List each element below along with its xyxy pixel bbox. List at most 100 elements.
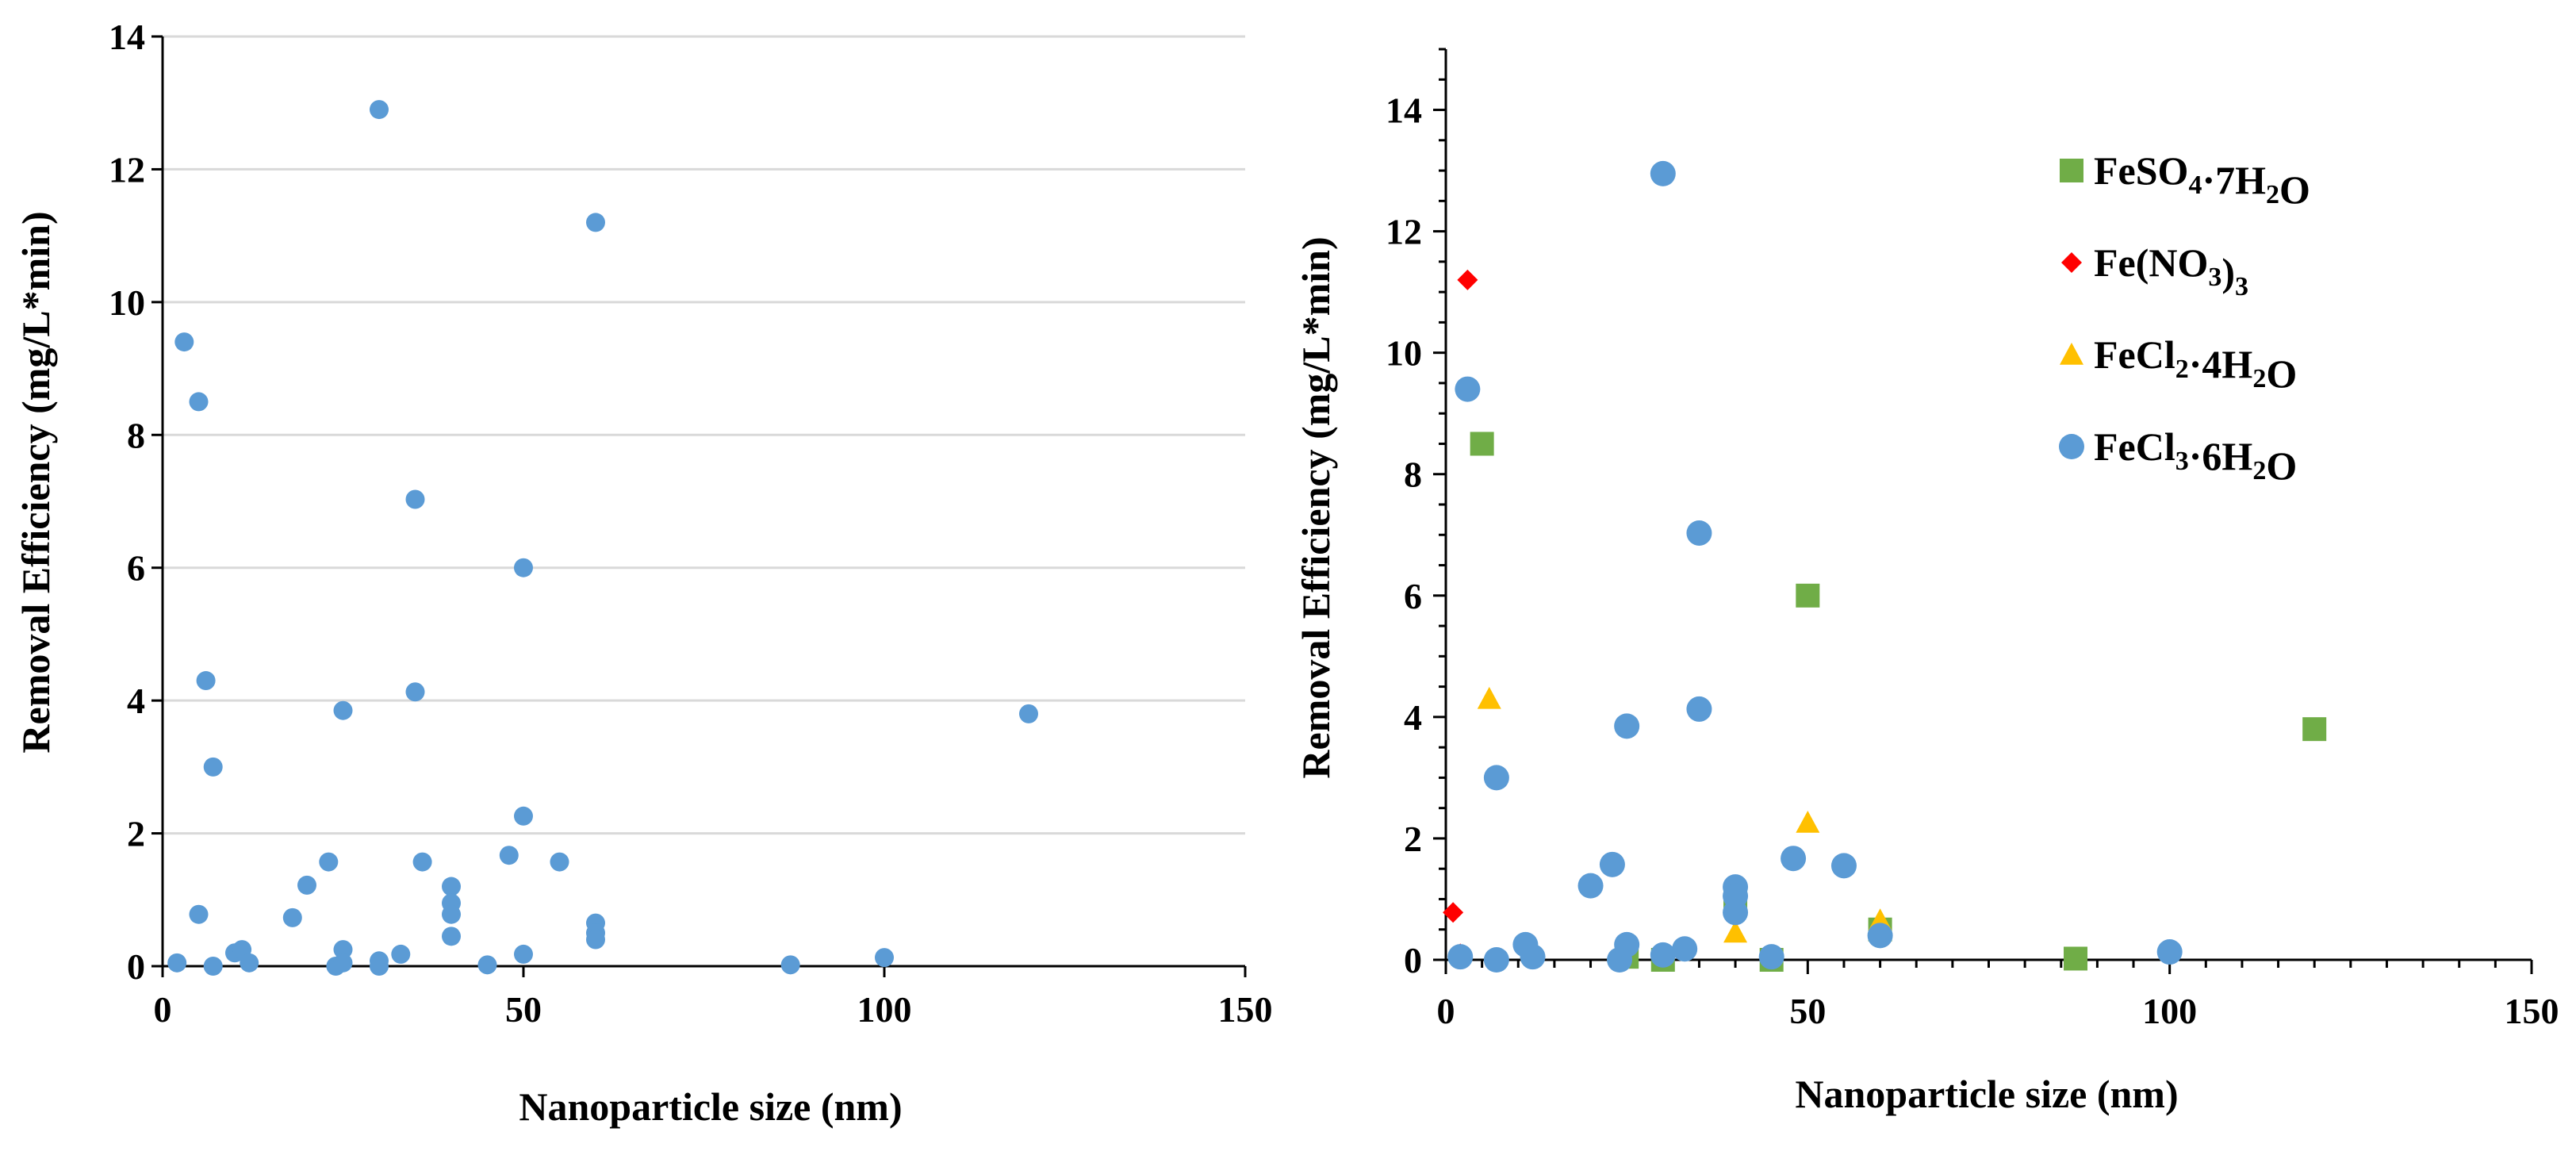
right-y-axis-title: Removal Efficiency (mg/L*min) bbox=[1294, 236, 1338, 778]
right-tick-labels: 0 2 4 6 8 10 12 14 0 50 100 150 bbox=[1386, 90, 2559, 1031]
left-data-point bbox=[203, 757, 223, 777]
left-tick-labels: 0 2 4 6 8 10 12 14 0 50 100 150 bbox=[109, 17, 1273, 1030]
right-data-points bbox=[1443, 160, 2327, 973]
right-y-tick-label: 10 bbox=[1386, 333, 1422, 374]
right-data-point-triangle-series bbox=[1477, 686, 1501, 709]
left-data-point bbox=[514, 944, 533, 964]
left-x-tick-label: 0 bbox=[154, 989, 172, 1030]
right-x-tick-label: 50 bbox=[1789, 991, 1826, 1031]
left-gridlines bbox=[163, 35, 1245, 835]
legend-marker-square bbox=[2060, 159, 2083, 182]
left-data-point bbox=[442, 927, 461, 946]
right-data-point-circle-series bbox=[1672, 936, 1698, 962]
left-y-tick-label: 10 bbox=[109, 282, 145, 323]
left-data-point bbox=[167, 953, 187, 973]
left-data-point bbox=[405, 489, 425, 509]
legend-subscript: 3 bbox=[2208, 263, 2221, 292]
left-data-point bbox=[282, 907, 302, 927]
right-data-point-circle-series bbox=[1483, 765, 1509, 791]
right-y-tick-label: 4 bbox=[1404, 697, 1422, 738]
right-data-point-circle-series bbox=[1577, 873, 1604, 899]
right-data-point-circle-series bbox=[1614, 931, 1640, 957]
right-y-tick-label: 6 bbox=[1404, 576, 1422, 616]
left-data-point bbox=[240, 953, 259, 973]
legend-marker-circle bbox=[2059, 434, 2084, 459]
left-data-point bbox=[477, 955, 497, 975]
legend-subscript: 2 bbox=[2252, 456, 2266, 485]
right-x-axis-title: Nanoparticle size (nm) bbox=[1795, 1072, 2178, 1116]
right-y-tick-label: 14 bbox=[1386, 90, 1422, 131]
legend-label: FeSO4·7H2O bbox=[2094, 148, 2310, 212]
left-data-point bbox=[780, 955, 800, 975]
right-data-point-diamond-series bbox=[1443, 902, 1464, 923]
legend-subscript: 4 bbox=[2188, 171, 2202, 200]
legend-text-part: ·7H bbox=[2202, 158, 2266, 202]
left-data-point bbox=[196, 671, 216, 691]
left-y-axis-title: Removal Efficiency (mg/L*min) bbox=[13, 211, 58, 753]
left-data-point bbox=[405, 682, 425, 702]
legend-text-part: FeCl bbox=[2094, 424, 2175, 469]
right-data-point-circle-series bbox=[1455, 376, 1481, 402]
left-x-tick-label: 100 bbox=[857, 989, 912, 1030]
right-y-tick-label: 8 bbox=[1404, 455, 1422, 495]
left-data-point bbox=[333, 940, 353, 960]
right-data-point-circle-series bbox=[1614, 713, 1640, 739]
left-data-point bbox=[391, 944, 411, 964]
right-data-point-square-series bbox=[1470, 432, 1494, 456]
left-data-point bbox=[333, 700, 353, 720]
legend-text-part: O bbox=[2266, 351, 2297, 396]
left-y-tick-label: 6 bbox=[127, 548, 145, 589]
legend-text-part: FeCl bbox=[2094, 332, 2175, 377]
right-data-point-circle-series bbox=[1723, 900, 1749, 926]
left-y-tick-label: 14 bbox=[109, 17, 145, 57]
right-data-point-square-series bbox=[2064, 946, 2088, 971]
right-data-point-circle-series bbox=[1650, 942, 1676, 968]
left-data-point bbox=[514, 806, 533, 826]
left-data-point bbox=[203, 957, 223, 976]
left-data-point bbox=[499, 846, 519, 865]
left-y-tick-label: 12 bbox=[109, 149, 145, 190]
left-data-point bbox=[319, 852, 339, 872]
legend-text-part: FeSO bbox=[2094, 148, 2188, 193]
right-data-point-circle-series bbox=[1686, 520, 1712, 546]
legend-subscript: 2 bbox=[2266, 180, 2279, 209]
right-data-point-triangle-series bbox=[1796, 811, 1820, 833]
left-data-point bbox=[550, 852, 569, 872]
right-data-point-diamond-series bbox=[1457, 269, 1478, 290]
left-data-point bbox=[174, 332, 194, 352]
legend-text-part: ·6H bbox=[2189, 434, 2253, 478]
right-data-point-circle-series bbox=[1758, 944, 1784, 970]
legend-text-part: ·4H bbox=[2189, 342, 2253, 386]
legend-label: FeCl3·6H2O bbox=[2094, 424, 2297, 488]
legend-label: FeCl2·4H2O bbox=[2094, 332, 2297, 396]
legend-marker-triangle bbox=[2060, 343, 2083, 365]
left-data-point bbox=[875, 948, 894, 968]
legend-text-part: O bbox=[2279, 167, 2310, 212]
right-x-tick-label: 100 bbox=[2142, 991, 2197, 1031]
left-data-point bbox=[586, 213, 605, 232]
right-data-point-circle-series bbox=[1447, 944, 1474, 970]
legend-subscript: 2 bbox=[2175, 355, 2189, 384]
right-data-point-circle-series bbox=[1830, 853, 1857, 879]
left-x-tick-label: 50 bbox=[505, 989, 542, 1030]
left-data-point bbox=[514, 558, 533, 577]
right-data-point-square-series bbox=[2302, 717, 2327, 742]
left-y-tick-label: 4 bbox=[127, 681, 145, 721]
right-y-tick-label: 12 bbox=[1386, 212, 1422, 252]
right-data-point-circle-series bbox=[1781, 846, 1807, 872]
right-data-point-circle-series bbox=[2156, 939, 2183, 965]
legend-subscript: 2 bbox=[2252, 364, 2266, 393]
right-data-point-square-series bbox=[1796, 583, 1820, 608]
left-data-point bbox=[370, 957, 389, 976]
right-data-point-circle-series bbox=[1686, 696, 1712, 722]
right-x-tick-label: 0 bbox=[1437, 991, 1455, 1031]
legend-label: Fe(NO3)3 bbox=[2094, 240, 2248, 301]
left-data-point bbox=[412, 852, 432, 872]
right-y-tick-label: 0 bbox=[1404, 940, 1422, 980]
right-data-point-circle-series bbox=[1867, 923, 1893, 949]
left-data-point bbox=[297, 875, 316, 895]
left-data-point bbox=[586, 930, 605, 950]
right-data-point-circle-series bbox=[1520, 944, 1546, 970]
